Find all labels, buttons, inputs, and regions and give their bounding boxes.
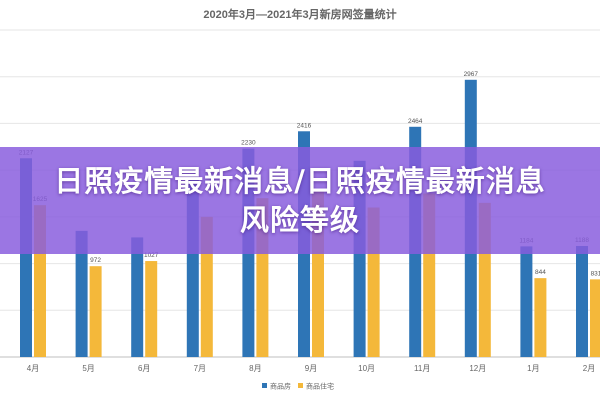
legend-label: 商品房 <box>270 382 291 391</box>
bar-residential-housing <box>534 278 547 357</box>
value-label: 2416 <box>297 122 312 129</box>
x-tick-label: 12月 <box>469 364 486 373</box>
bar-residential-housing <box>145 261 158 357</box>
x-tick-label: 7月 <box>194 364 206 373</box>
legend: 商品房 商品住宅 <box>262 382 334 391</box>
bar-commercial-housing <box>75 230 88 357</box>
x-tick-label: 6月 <box>138 364 150 373</box>
headline-text: 日照疫情最新消息/日照疫情最新消息风险等级 <box>54 163 546 237</box>
bar-commercial-housing <box>576 246 588 357</box>
value-label: 1027 <box>144 252 159 259</box>
value-label: 844 <box>535 269 546 276</box>
x-tick-label: 5月 <box>82 364 94 373</box>
legend-swatch <box>262 383 267 388</box>
chart-title: 2020年3月—2021年3月新房网签量统计 <box>203 7 396 21</box>
x-tick-label: 2月 <box>583 364 595 373</box>
x-tick-label: 4月 <box>27 364 39 373</box>
value-label: 831 <box>591 270 600 277</box>
x-tick-label: 10月 <box>358 364 375 373</box>
headline-banner: 日照疫情最新消息/日照疫情最新消息风险等级 <box>0 147 600 254</box>
legend-swatch <box>298 383 303 388</box>
bar-residential-housing <box>89 266 102 357</box>
x-tick-label: 8月 <box>249 364 261 373</box>
bar-commercial-housing <box>520 246 533 357</box>
value-label: 2464 <box>408 118 423 125</box>
value-label: 2967 <box>464 71 479 78</box>
x-axis-ticks: 4月 5月 6月 7月 8月 9月 10月 11月 12月 1月 2月 <box>27 364 595 373</box>
legend-label: 商品住宅 <box>306 382 334 391</box>
bar-residential-housing <box>590 279 600 357</box>
bar-commercial-housing <box>131 237 144 357</box>
value-label: 972 <box>90 257 101 264</box>
x-tick-label: 11月 <box>414 364 430 373</box>
x-tick-label: 1月 <box>527 364 539 373</box>
x-tick-label: 9月 <box>305 364 317 373</box>
value-label: 2230 <box>241 140 256 147</box>
